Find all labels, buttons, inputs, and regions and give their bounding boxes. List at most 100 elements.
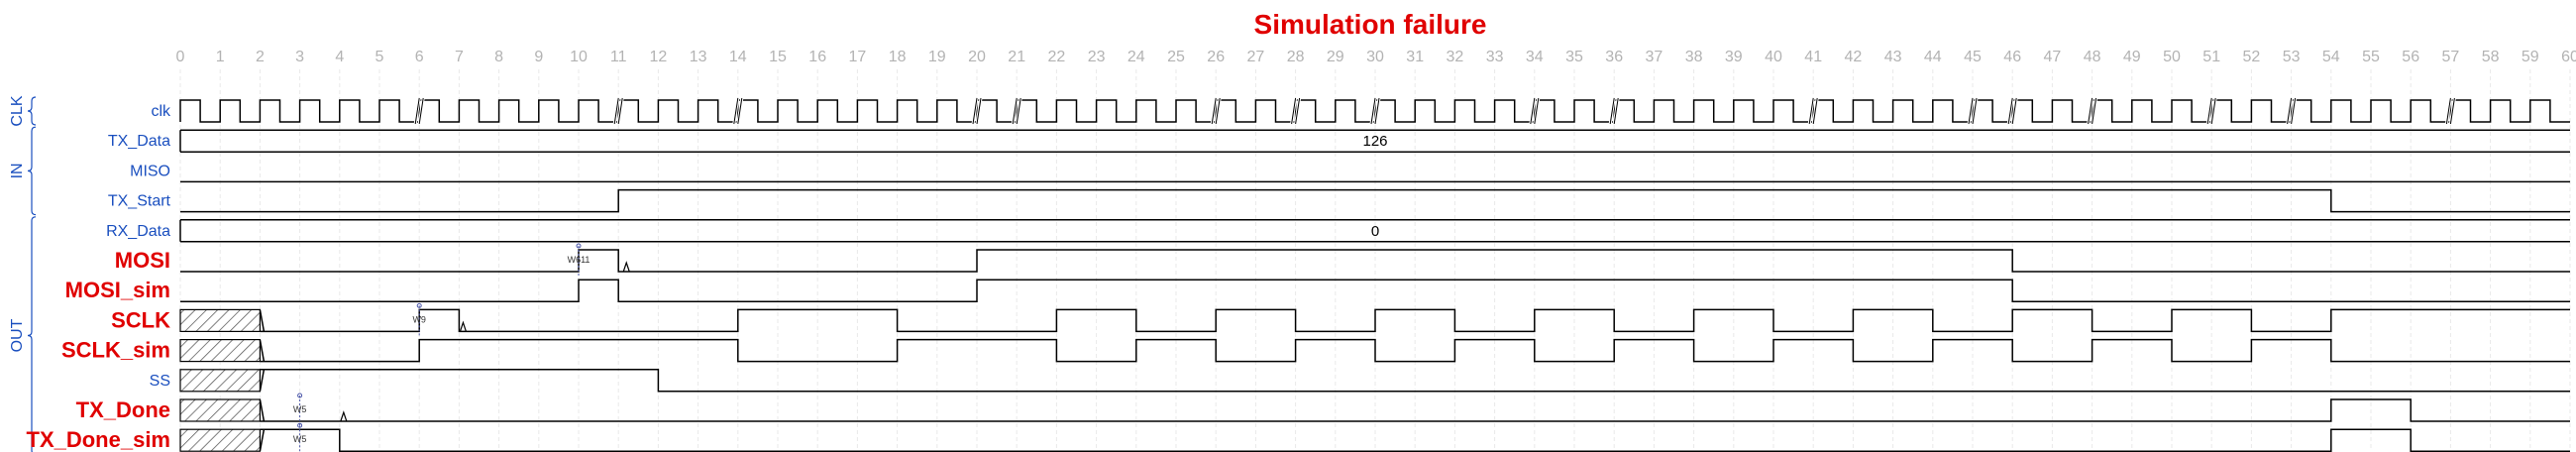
time-gap (1968, 97, 1978, 125)
time-marker-dot (297, 422, 303, 428)
time-marker-dot (297, 393, 303, 398)
time-marker-label: W611 (568, 255, 590, 265)
waveform-tx-done-sim: W5 (179, 422, 2570, 452)
unknown-region (179, 428, 262, 452)
tick-label: 50 (2163, 49, 2181, 65)
tick-label: 20 (968, 49, 986, 65)
tick-label: 29 (1327, 49, 1344, 65)
bus-value: 0 (1371, 223, 1379, 240)
tick-label: 26 (1207, 49, 1225, 65)
tick-label: 6 (415, 49, 424, 65)
tick-label: 18 (889, 49, 907, 65)
group-label: CLK (9, 95, 26, 126)
tick-label: 24 (1127, 49, 1145, 65)
tick-label: 13 (690, 49, 707, 65)
signal-label: TX_Start (108, 193, 171, 210)
time-marker-label: W5 (293, 404, 307, 414)
tick-label: 9 (534, 49, 543, 65)
unknown-region (179, 339, 262, 363)
waveform-rx-data: 0 (179, 219, 2570, 243)
tick-label: 57 (2442, 49, 2460, 65)
tick-label: 49 (2123, 49, 2141, 65)
tick-label: 36 (1605, 49, 1623, 65)
bus-value: 126 (1362, 133, 1387, 150)
tick-label: 45 (1964, 49, 1982, 65)
tick-label: 0 (176, 49, 185, 65)
tick-label: 21 (1008, 49, 1025, 65)
tick-label: 56 (2402, 49, 2419, 65)
level-wave (259, 398, 2570, 422)
tick-label: 12 (650, 49, 668, 65)
bus-wave (179, 219, 2570, 243)
tick-label: 15 (769, 49, 787, 65)
tick-label: 14 (729, 49, 747, 65)
tick-label: 55 (2362, 49, 2380, 65)
tick-label: 30 (1366, 49, 1384, 65)
time-gap (1370, 97, 1380, 125)
time-gap (1012, 97, 1021, 125)
waveform-tx-data: 126 (179, 129, 2570, 153)
bus-wave (179, 129, 2570, 153)
waveform-sclk: W9 (179, 302, 2570, 336)
tick-label: 2 (256, 49, 265, 65)
time-gap (1530, 97, 1540, 125)
level-wave (180, 249, 2570, 273)
group-label: OUT (9, 318, 26, 352)
signal-labels: clk TX_Data MISO TX_Start RX_Data MOSI MOSI_si… (27, 103, 171, 452)
unknown-region (179, 398, 262, 422)
tick-label: 40 (1765, 49, 1782, 65)
signal-label: MOSI (115, 248, 170, 273)
level-wave (259, 338, 2570, 363)
time-gap (2088, 97, 2097, 125)
unknown-region (179, 308, 262, 332)
level-wave (180, 279, 2570, 302)
waveform-sclk-sim (179, 338, 2570, 363)
tick-label: 19 (928, 49, 946, 65)
tick-label: 27 (1247, 49, 1265, 65)
time-marker-label: W9 (412, 314, 426, 324)
signal-label: TX_Data (108, 133, 170, 150)
time-gap (613, 97, 623, 125)
time-gap (2206, 97, 2216, 125)
glitch (340, 410, 348, 422)
time-marker-dot (576, 243, 582, 249)
tick-label: 42 (1845, 49, 1863, 65)
signal-label: RX_Data (106, 223, 170, 240)
tick-label: 16 (808, 49, 826, 65)
time-gap (972, 97, 982, 125)
time-axis: 0 1 2 3 4 5 6 7 8 9 10 11 12 13 14 15 16 17 18 19 20 21 22 23 24… (176, 49, 2576, 65)
time-gap (733, 97, 743, 125)
time-gap (2445, 97, 2455, 125)
waveform-tx-done: W5 (179, 393, 2570, 425)
group-bracket (27, 216, 37, 452)
group-bracket (27, 126, 37, 216)
tick-label: 7 (455, 49, 464, 65)
time-marker-label: W5 (293, 434, 307, 444)
waveform-clk (179, 97, 2570, 125)
signal-label: clk (151, 103, 171, 120)
time-gap (1808, 97, 1818, 125)
tick-label: 41 (1804, 49, 1822, 65)
tick-label: 48 (2084, 49, 2101, 65)
signal-waveforms: 126 0 W611 W9 W5 W5 (179, 97, 2570, 452)
tick-label: 53 (2283, 49, 2301, 65)
tick-label: 32 (1447, 49, 1464, 65)
time-marker-dot (416, 302, 422, 308)
time-grid (179, 69, 2571, 448)
time-gap (1609, 97, 1619, 125)
signal-label: SS (150, 373, 170, 390)
tick-label: 60 (2561, 49, 2576, 65)
waveform-tx-start (180, 188, 2570, 213)
tick-label: 1 (216, 49, 225, 65)
tick-label: 54 (2322, 49, 2340, 65)
tick-label: 10 (570, 49, 588, 65)
signal-label: MISO (130, 163, 170, 179)
tick-label: 39 (1725, 49, 1743, 65)
signal-label: MOSI_sim (65, 278, 170, 302)
tick-label: 5 (376, 49, 384, 65)
tick-label: 52 (2243, 49, 2261, 65)
signal-groups: CLK IN OUT (9, 95, 37, 452)
unknown-region (179, 369, 262, 393)
group-label: IN (9, 163, 26, 178)
tick-label: 43 (1884, 49, 1902, 65)
